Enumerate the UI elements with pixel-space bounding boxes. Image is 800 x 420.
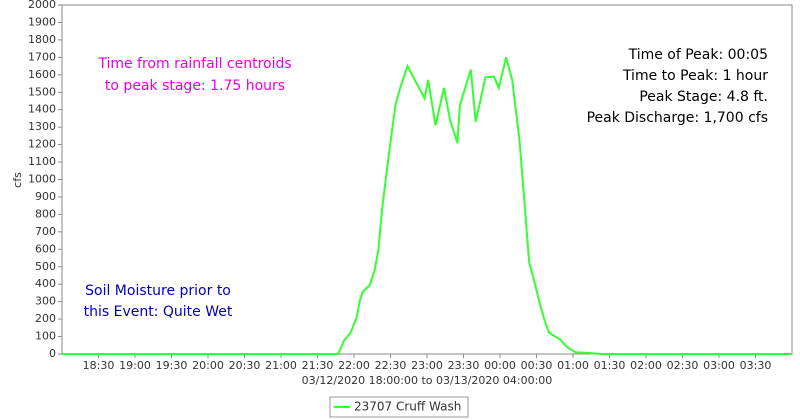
y-tick-label: 0 <box>49 347 56 360</box>
y-tick-label: 1400 <box>28 103 56 116</box>
x-tick-label: 23:00 <box>411 359 443 372</box>
y-tick-label: 1500 <box>28 85 56 98</box>
y-tick-label: 100 <box>35 330 56 343</box>
x-tick-label: 03:30 <box>740 359 772 372</box>
y-tick-label: 1000 <box>28 173 56 186</box>
x-tick-label: 18:30 <box>83 359 115 372</box>
x-tick-label: 00:00 <box>484 359 516 372</box>
y-tick-label: 500 <box>35 260 56 273</box>
y-tick-label: 1200 <box>28 138 56 151</box>
x-axis-label: 03/12/2020 18:00:00 to 03/13/2020 04:00:… <box>302 374 553 387</box>
x-tick-label: 21:00 <box>265 359 297 372</box>
data-line <box>62 57 792 355</box>
y-tick-label: 700 <box>35 225 56 238</box>
y-tick-label: 200 <box>35 312 56 325</box>
x-tick-label: 19:00 <box>119 359 151 372</box>
x-tick-label: 03:00 <box>703 359 735 372</box>
annotation: Soil Moisture prior to <box>85 283 231 299</box>
legend-label: 23707 Cruff Wash <box>354 400 461 414</box>
annotation: Time from rainfall centroids <box>97 56 291 72</box>
y-tick-label: 900 <box>35 190 56 203</box>
y-tick-label: 1300 <box>28 120 56 133</box>
x-tick-label: 21:30 <box>302 359 334 372</box>
y-tick-label: 400 <box>35 277 56 290</box>
x-tick-label: 22:30 <box>375 359 407 372</box>
x-tick-label: 01:00 <box>557 359 589 372</box>
x-tick-label: 23:30 <box>448 359 480 372</box>
x-tick-label: 22:00 <box>338 359 370 372</box>
annotation: Time to Peak: 1 hour <box>622 68 768 84</box>
y-tick-label: 1800 <box>28 33 56 46</box>
x-tick-label: 20:00 <box>192 359 224 372</box>
x-tick-label: 19:30 <box>156 359 188 372</box>
x-tick-label: 01:30 <box>594 359 626 372</box>
annotation: this Event: Quite Wet <box>84 304 233 320</box>
annotation: Peak Stage: 4.8 ft. <box>639 89 768 105</box>
x-tick-label: 02:30 <box>667 359 699 372</box>
y-tick-label: 1100 <box>28 155 56 168</box>
y-tick-label: 800 <box>35 207 56 220</box>
y-tick-label: 1600 <box>28 68 56 81</box>
y-tick-label: 600 <box>35 242 56 255</box>
annotation: Time of Peak: 00:05 <box>628 47 768 63</box>
y-axis-label: cfs <box>11 172 24 188</box>
y-tick-label: 2000 <box>28 0 56 11</box>
y-tick-label: 1900 <box>28 15 56 28</box>
annotation: to peak stage: 1.75 hours <box>105 78 285 94</box>
y-tick-label: 300 <box>35 295 56 308</box>
annotation: Peak Discharge: 1,700 cfs <box>587 110 768 126</box>
x-tick-label: 20:30 <box>229 359 261 372</box>
y-tick-label: 1700 <box>28 50 56 63</box>
legend-box <box>329 396 469 418</box>
x-tick-label: 02:00 <box>630 359 662 372</box>
x-tick-label: 00:30 <box>521 359 553 372</box>
